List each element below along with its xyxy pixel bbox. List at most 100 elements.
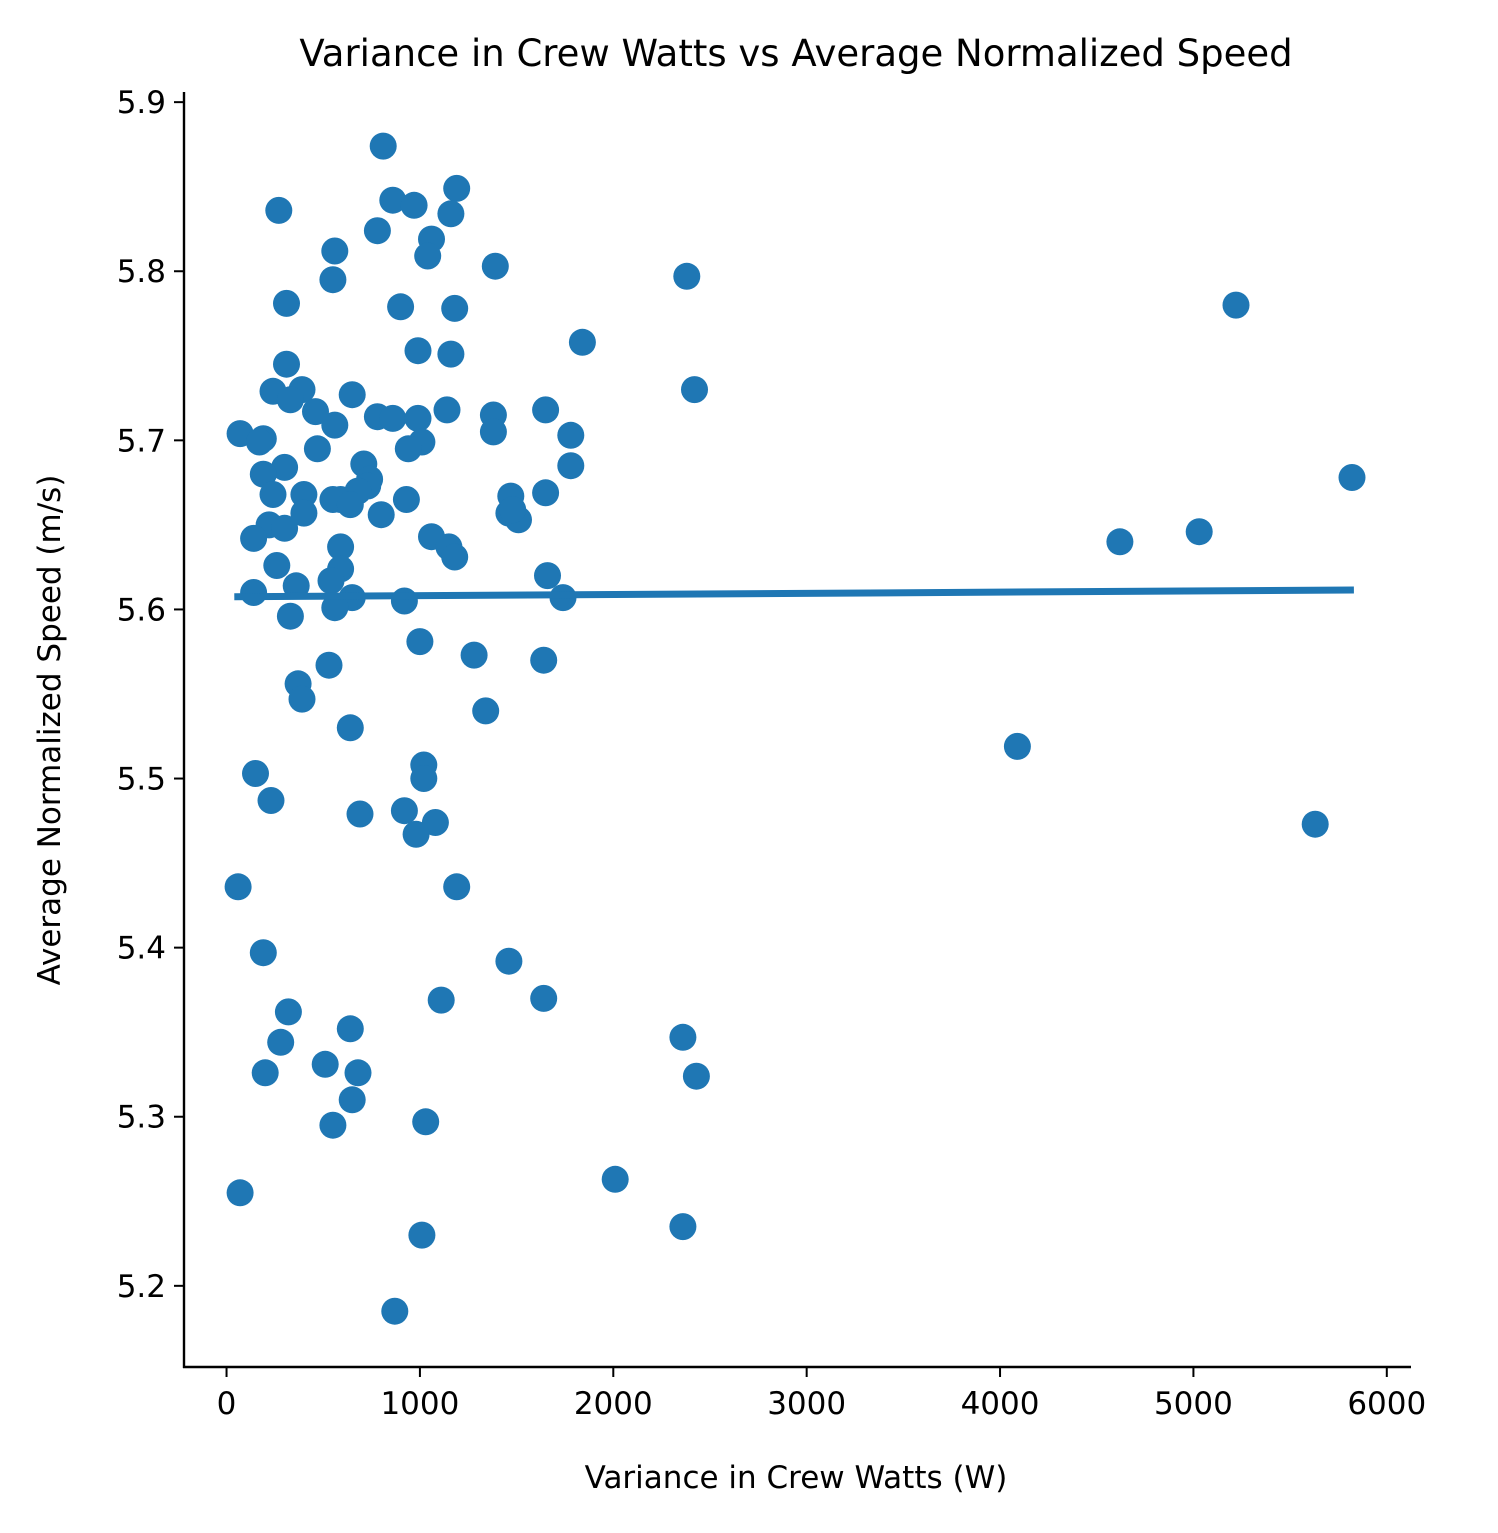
data-point [390, 587, 418, 615]
data-point [249, 939, 277, 967]
data-point [460, 641, 488, 669]
data-point [1003, 732, 1031, 760]
data-point [311, 1050, 339, 1078]
y-tick-label: 5.2 [117, 1269, 166, 1305]
data-point [427, 986, 455, 1014]
data-point [240, 524, 268, 552]
data-point [681, 376, 708, 404]
data-point [263, 552, 291, 579]
y-tick-label: 5.4 [117, 931, 166, 967]
data-point [669, 1213, 697, 1241]
data-point [265, 196, 293, 224]
data-point [259, 481, 287, 508]
data-point [532, 479, 560, 507]
data-point [336, 714, 364, 742]
data-point [367, 501, 395, 529]
data-point [601, 1165, 629, 1193]
data-point [379, 186, 407, 214]
data-point [257, 787, 285, 814]
data-point [441, 294, 469, 322]
data-point [369, 132, 397, 160]
data-point [321, 594, 349, 622]
data-point [267, 1028, 295, 1056]
data-point [404, 404, 432, 432]
data-point [319, 266, 347, 294]
data-point [245, 428, 273, 456]
data-point [387, 293, 415, 321]
data-point [1106, 528, 1134, 556]
data-point [317, 567, 345, 595]
data-point [400, 191, 428, 219]
data-point [379, 404, 407, 432]
data-point [381, 1297, 409, 1325]
data-point [274, 998, 302, 1026]
data-point [276, 602, 304, 630]
data-point [338, 1086, 366, 1114]
data-point [669, 1023, 697, 1051]
data-point [249, 460, 277, 488]
data-point [404, 337, 432, 365]
y-tick-label: 5.3 [117, 1100, 166, 1136]
x-tick-label: 6000 [1347, 1386, 1426, 1422]
data-point [495, 947, 523, 975]
data-point [414, 242, 442, 270]
data-point [472, 697, 500, 725]
data-point [433, 396, 461, 424]
x-axis-label: Variance in Crew Watts (W) [585, 1460, 1008, 1496]
data-point [303, 435, 331, 463]
data-point [530, 984, 558, 1012]
data-point [319, 1111, 347, 1139]
x-ticks: 0 1000 2000 3000 4000 5000 6000 [217, 1367, 1426, 1422]
data-point [226, 1179, 254, 1207]
data-point [392, 486, 420, 513]
data-point [224, 873, 252, 901]
data-point [336, 491, 364, 519]
data-point [394, 435, 422, 463]
y-tick-label: 5.7 [117, 423, 166, 459]
y-tick-label: 5.5 [117, 762, 166, 798]
data-point [673, 262, 701, 290]
data-point [336, 1015, 364, 1043]
data-point [321, 411, 349, 439]
data-point [321, 237, 349, 265]
trendline-layer [234, 586, 1354, 601]
data-point [242, 760, 269, 787]
data-point [327, 533, 355, 561]
data-point [437, 340, 465, 368]
x-tick-label: 3000 [767, 1386, 846, 1422]
data-point [421, 809, 449, 836]
data-point [568, 328, 596, 356]
y-tick-label: 5.8 [117, 254, 166, 290]
data-point [408, 1221, 436, 1249]
data-point [441, 543, 469, 571]
x-tick-label: 4000 [961, 1386, 1040, 1422]
data-point [282, 572, 310, 600]
data-point [443, 873, 471, 901]
data-point [557, 421, 585, 449]
data-point [271, 514, 299, 542]
data-point [290, 499, 318, 527]
points-layer [224, 132, 1366, 1325]
data-point [534, 562, 561, 590]
data-point [443, 174, 471, 202]
data-point [479, 418, 507, 446]
data-point [481, 252, 509, 280]
data-point [315, 651, 343, 679]
data-point [412, 1108, 440, 1136]
data-point [1222, 291, 1250, 319]
y-tick-label: 5.6 [117, 592, 166, 628]
data-point [557, 452, 585, 480]
data-point [530, 646, 558, 674]
trend-line [234, 586, 1354, 601]
y-ticks: 5.2 5.3 5.4 5.5 5.6 5.7 5.8 5.9 [117, 85, 184, 1305]
data-point [410, 765, 438, 792]
data-point [338, 381, 366, 409]
data-point [251, 1059, 279, 1087]
data-point [1338, 464, 1366, 491]
data-point [290, 481, 318, 508]
x-tick-label: 2000 [574, 1386, 653, 1422]
x-tick-label: 0 [217, 1386, 237, 1422]
data-point [240, 579, 268, 606]
